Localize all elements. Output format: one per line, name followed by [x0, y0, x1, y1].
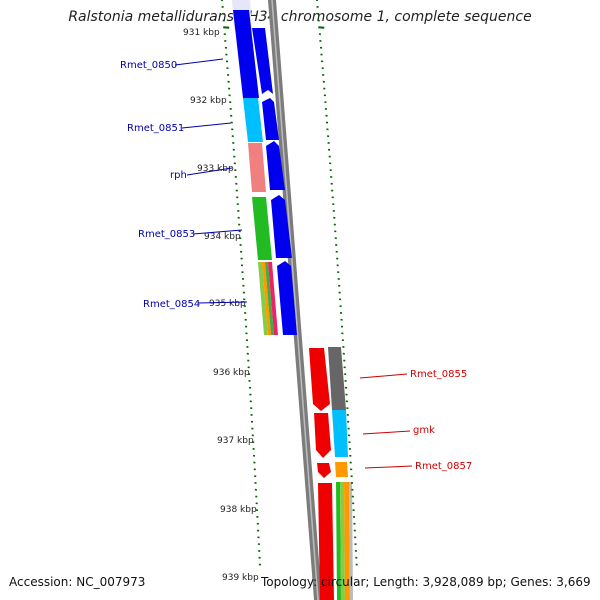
- gene-label-leaders: [174, 58, 413, 469]
- label-leader: [186, 167, 233, 176]
- scale-label: 932 kbp: [190, 96, 227, 106]
- scale-tick: [318, 26, 325, 29]
- gene-label: Rmet_0857: [415, 461, 472, 472]
- gene-label: Rmet_0850: [120, 60, 177, 71]
- label-leader: [359, 373, 408, 379]
- gene-block: [332, 410, 348, 457]
- scale-label: 933 kbp: [197, 164, 234, 174]
- gene-arrow: [277, 261, 297, 335]
- reverse-outer-track: [328, 347, 353, 600]
- gene-label: Rmet_0853: [138, 229, 195, 240]
- scale-label: 934 kbp: [204, 232, 241, 242]
- gene-block: [262, 262, 271, 335]
- label-leader: [197, 301, 248, 304]
- label-leader: [174, 58, 224, 66]
- scale-tick: [223, 26, 230, 29]
- label-leader: [362, 430, 411, 435]
- gene-label: Rmet_0855: [410, 369, 467, 380]
- gene-block: [328, 347, 346, 410]
- forward-inner-track: [252, 28, 297, 335]
- label-leader: [192, 229, 243, 235]
- gene-arrow: [262, 98, 279, 140]
- gene-block: [340, 482, 345, 600]
- gene-block: [258, 262, 268, 335]
- scale-label: 931 kbp: [183, 28, 220, 38]
- gene-arrow: [314, 413, 331, 458]
- gene-arrow: [252, 28, 273, 94]
- reverse-inner-track: [309, 348, 334, 600]
- scale-ticks: [220, 0, 358, 566]
- gene-block: [233, 10, 259, 98]
- backbone-highlight: [271, 0, 319, 600]
- gene-arrow: [271, 195, 292, 258]
- accession-text: Accession: NC_007973: [9, 575, 146, 589]
- gene-block: [243, 98, 263, 142]
- gene-label: Rmet_0854: [143, 299, 200, 310]
- gene-label: Rmet_0851: [127, 123, 184, 134]
- gene-label: gmk: [413, 425, 435, 436]
- scale-label: 939 kbp: [222, 573, 259, 583]
- gene-block: [349, 482, 353, 600]
- scale-label: 937 kbp: [217, 436, 254, 446]
- gene-block: [265, 262, 274, 335]
- gene-block: [336, 482, 341, 600]
- scale-label: 938 kbp: [220, 505, 257, 515]
- gene-label: rph: [170, 170, 187, 181]
- gene-block: [248, 143, 266, 192]
- gene-arrow: [309, 348, 330, 411]
- forward-outer-track: [233, 10, 278, 335]
- gene-block: [344, 482, 350, 600]
- gene-arrow: [266, 141, 285, 190]
- gene-block: [335, 462, 348, 477]
- scale-label: 936 kbp: [213, 368, 250, 378]
- label-leader: [364, 465, 413, 469]
- gene-block: [318, 483, 334, 600]
- scale-label: 935 kbp: [209, 299, 246, 309]
- gene-block: [268, 262, 278, 335]
- scale-labels: 931 kbp 932 kbp 933 kbp 934 kbp 935 kbp 936 k…: [183, 28, 259, 583]
- map-title: Ralstonia metallidurans CH34 chromosome …: [68, 9, 532, 25]
- topology-summary: Topology: circular; Length: 3,928,089 bp…: [261, 575, 591, 589]
- label-leader: [181, 122, 232, 129]
- gene-arrow: [317, 463, 331, 478]
- gene-block: [252, 197, 272, 260]
